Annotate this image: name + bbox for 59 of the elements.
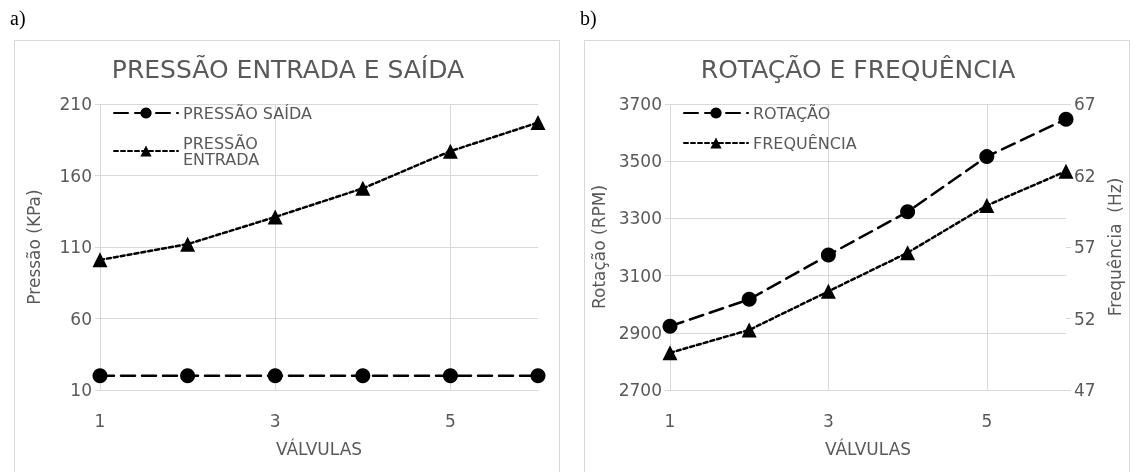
y2-axis-title: Frequência (Hz)	[1105, 177, 1126, 317]
y-tick-label: 3700	[618, 94, 662, 114]
y2-tick-label: 67	[1074, 94, 1096, 114]
point	[662, 318, 678, 334]
y2-tick-label: 47	[1074, 380, 1096, 400]
point	[741, 291, 757, 307]
x-tick-label: 5	[444, 410, 456, 431]
point	[900, 245, 916, 261]
point	[530, 368, 546, 384]
y-tick-label: 2900	[618, 322, 662, 343]
y-tick-label: 3500	[618, 151, 662, 172]
legend-label: FREQUÊNCIA	[753, 133, 857, 153]
point	[1058, 163, 1074, 179]
point	[355, 180, 371, 196]
point	[979, 149, 995, 165]
point	[180, 236, 196, 252]
y2-tick-label: 57	[1074, 237, 1096, 257]
chart-title: PRESSÃO ENTRADA E SAÍDA	[111, 54, 465, 84]
y-tick-label: 160	[59, 165, 92, 186]
point	[741, 322, 757, 338]
point	[1058, 111, 1074, 127]
text: b)	[580, 7, 597, 30]
point	[267, 209, 283, 225]
x-axis-title: VÁLVULAS	[824, 437, 912, 459]
point	[355, 368, 371, 384]
x-axis-title: VÁLVULAS	[275, 437, 363, 459]
point	[979, 198, 995, 214]
point	[180, 368, 196, 384]
y-axis-title: Rotação (RPM)	[589, 184, 610, 310]
legend-label: PRESSÃO SAÍDA	[183, 103, 312, 123]
x-tick-label: 3	[269, 410, 281, 431]
point	[820, 247, 836, 263]
y-tick-label: 210	[59, 94, 92, 114]
y2-tick-label: 62	[1074, 165, 1096, 186]
x-tick-label: 5	[981, 410, 993, 431]
point	[442, 368, 458, 384]
x-tick-label: 1	[664, 410, 676, 431]
x-tick-label: 1	[94, 410, 106, 431]
point	[92, 368, 108, 384]
y-tick-label: 3100	[618, 265, 662, 286]
y-tick-label: 60	[70, 308, 92, 329]
x-tick-label: 3	[822, 410, 834, 431]
point	[442, 143, 458, 159]
point	[900, 204, 916, 220]
legend-label: PRESSÃO ENTRADA	[183, 133, 263, 169]
point	[267, 368, 283, 384]
point	[820, 283, 836, 299]
y-tick-label: 2700	[618, 380, 662, 400]
y-tick-label: 10	[70, 380, 92, 400]
point	[92, 252, 108, 268]
legend-label: ROTAÇÃO	[753, 103, 831, 123]
point	[530, 115, 546, 131]
chart-title: ROTAÇÃO E FREQUÊNCIA	[700, 54, 1016, 84]
y-tick-label: 3300	[618, 208, 662, 229]
y2-tick-label: 52	[1074, 308, 1096, 329]
y-axis-title: Pressão (KPa)	[23, 189, 44, 305]
y-tick-label: 110	[59, 237, 92, 257]
text: a)	[10, 7, 26, 30]
point	[662, 345, 678, 361]
